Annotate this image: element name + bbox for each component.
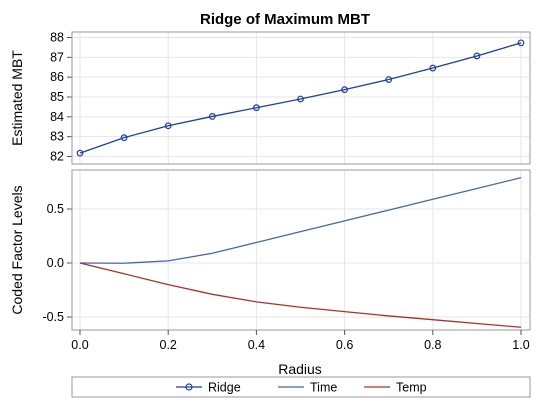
chart-title: Ridge of Maximum MBT: [200, 11, 370, 28]
y-axis-label: Estimated MBT: [9, 50, 25, 146]
y-tick-label: 87: [50, 50, 64, 64]
y-tick-label: 0.0: [47, 256, 64, 270]
panel-frame: [71, 31, 531, 165]
x-tick-label: 0.2: [160, 338, 177, 352]
legend-label-temp: Temp: [396, 381, 427, 395]
data-point: [76, 149, 84, 157]
legend-frame: [71, 376, 531, 398]
data-point: [429, 64, 437, 72]
data-point: [341, 86, 349, 94]
series-line-ridge: [79, 42, 522, 154]
top-panel: 82 83 84 85 86 87 88 Estimated MBT: [9, 31, 531, 165]
x-tick-label: 0.6: [336, 338, 353, 352]
series-line-time: [79, 177, 522, 264]
data-point: [164, 122, 172, 130]
data-point: [517, 39, 525, 47]
x-tick-label: 1.0: [512, 338, 529, 352]
x-axis-label: Radius: [278, 361, 322, 377]
y-tick-label: 84: [50, 110, 64, 124]
x-tick-label: 0.4: [248, 338, 265, 352]
data-point: [297, 95, 304, 103]
data-point: [385, 76, 393, 83]
legend-label-ridge: Ridge: [208, 381, 241, 395]
y-tick-label: 0.5: [47, 202, 64, 216]
legend-marker: [185, 383, 193, 391]
y-tick-label: 85: [50, 90, 64, 104]
y-tick-label: 88: [50, 31, 64, 45]
data-point: [208, 113, 216, 120]
bottom-panel: -0.5 0.0 0.5 Coded Factor Levels: [9, 169, 531, 331]
panel-frame: [71, 169, 531, 331]
y-tick-label: -0.5: [42, 310, 64, 324]
x-axis: 0.0 0.2 0.4 0.6 0.8 1.0: [71, 330, 530, 352]
y-axis-label: Coded Factor Levels: [9, 185, 25, 314]
y-tick-label: 82: [50, 150, 64, 164]
y-tick-label: 83: [50, 130, 64, 144]
data-point: [473, 52, 481, 60]
legend: Ridge Time Temp: [71, 376, 531, 398]
y-tick-label: 86: [50, 70, 64, 84]
x-tick-label: 0.8: [424, 338, 441, 352]
data-point: [252, 104, 260, 112]
data-point: [120, 134, 128, 142]
x-tick-label: 0.0: [71, 338, 88, 352]
series-line-temp: [79, 262, 522, 328]
legend-label-time: Time: [310, 381, 337, 395]
